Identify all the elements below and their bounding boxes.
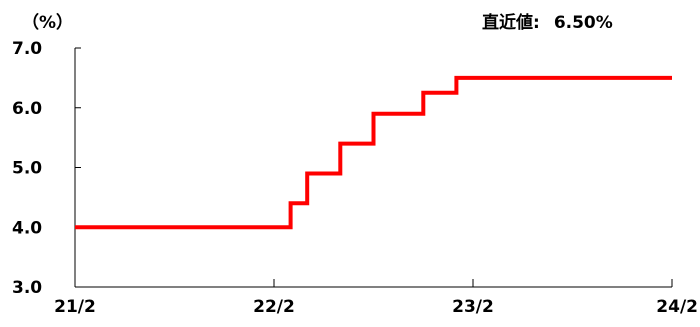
y-tick-label: 5.0 bbox=[12, 159, 42, 179]
x-tick-label: 21/2 bbox=[54, 297, 96, 317]
y-tick-label: 3.0 bbox=[12, 278, 42, 298]
latest-value: 6.50% bbox=[553, 13, 613, 33]
y-tick-label: 7.0 bbox=[12, 39, 42, 59]
x-tick-label: 23/2 bbox=[452, 297, 494, 317]
latest-value-annotation: 直近値: 6.50% bbox=[482, 8, 613, 33]
latest-label: 直近値: bbox=[482, 13, 540, 33]
y-unit-label: （%） bbox=[22, 13, 74, 33]
x-tick-label: 24/2 bbox=[656, 297, 698, 317]
x-tick-label: 22/2 bbox=[253, 297, 295, 317]
y-tick-label: 4.0 bbox=[12, 218, 42, 238]
policy-rate-line bbox=[75, 75, 672, 230]
y-tick-label: 6.0 bbox=[12, 99, 42, 119]
